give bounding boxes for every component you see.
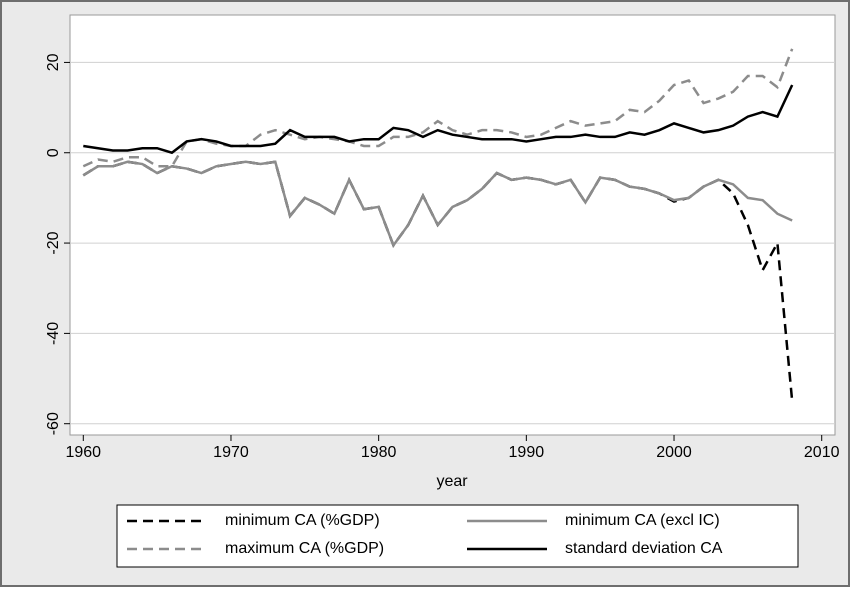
x-tick-label: 2010 — [804, 444, 840, 461]
series-line — [82, 160, 793, 248]
x-tick-label: 1960 — [65, 444, 101, 461]
legend — [116, 504, 799, 568]
y-tick-label: -40 — [45, 322, 62, 345]
x-tick-label: 1970 — [213, 444, 249, 461]
legend-label: standard deviation CA — [565, 540, 723, 557]
y-tick-label: -20 — [45, 231, 62, 254]
legend-label: maximum CA (%GDP) — [225, 540, 384, 557]
legend-label: minimum CA (%GDP) — [225, 512, 380, 529]
x-tick-label: 1980 — [361, 444, 397, 461]
x-tick-label: 1990 — [509, 444, 545, 461]
y-tick-label: -60 — [45, 412, 62, 435]
series-line — [83, 84, 794, 155]
y-tick-label: 0 — [45, 148, 62, 157]
legend-label: minimum CA (excl IC) — [565, 512, 720, 529]
plot-area — [69, 14, 836, 436]
y-tick-label: 20 — [45, 53, 62, 71]
x-tick-label: 2000 — [656, 444, 692, 461]
x-axis-label: year — [436, 473, 468, 490]
